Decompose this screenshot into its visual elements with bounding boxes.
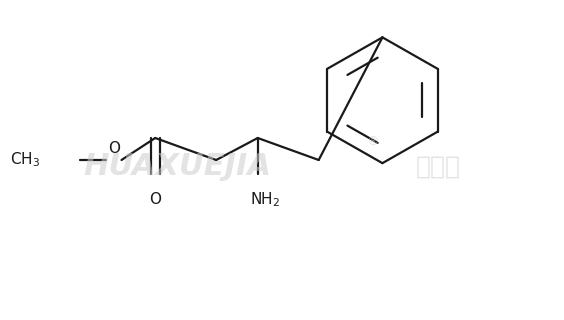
Text: NH$_2$: NH$_2$ xyxy=(250,190,281,209)
Text: HUAXUEJIA: HUAXUEJIA xyxy=(83,152,271,181)
Text: 化学加: 化学加 xyxy=(416,154,461,178)
Text: O: O xyxy=(108,141,120,156)
Text: O: O xyxy=(149,192,161,207)
Text: CH$_3$: CH$_3$ xyxy=(10,151,41,169)
Text: ®: ® xyxy=(366,135,378,148)
